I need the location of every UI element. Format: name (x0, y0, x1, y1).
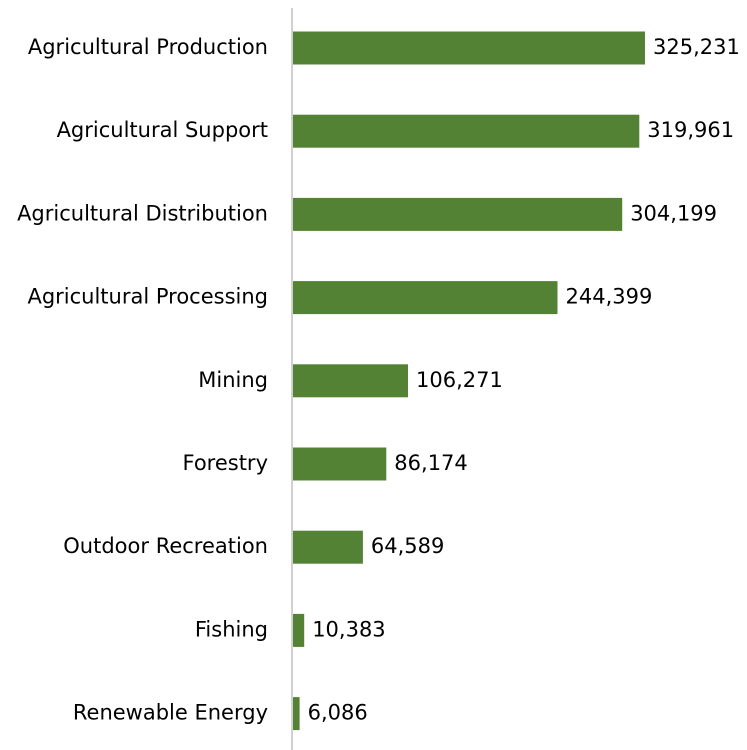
category-label-2: Agricultural Distribution (17, 201, 268, 225)
bar-1 (293, 114, 640, 148)
category-labels-group: Agricultural Production Agricultural Supp… (17, 35, 268, 725)
bar-4 (293, 364, 408, 398)
value-label-1: 319,961 (647, 118, 734, 142)
bar-0 (293, 31, 645, 65)
category-label-0: Agricultural Production (28, 35, 268, 59)
bar-8 (293, 697, 300, 731)
bar-7 (293, 613, 305, 647)
category-label-6: Outdoor Recreation (63, 534, 268, 558)
bar-3 (293, 281, 558, 315)
bars-group (293, 31, 645, 731)
value-label-0: 325,231 (653, 35, 740, 59)
category-label-5: Forestry (182, 451, 268, 475)
value-label-5: 86,174 (394, 451, 467, 475)
value-label-7: 10,383 (312, 617, 385, 641)
category-label-3: Agricultural Processing (27, 285, 268, 309)
value-label-3: 244,399 (566, 285, 653, 309)
category-label-7: Fishing (195, 617, 268, 641)
value-label-6: 64,589 (371, 534, 444, 558)
category-label-1: Agricultural Support (57, 118, 268, 142)
value-label-4: 106,271 (416, 368, 503, 392)
value-label-8: 6,086 (308, 701, 368, 725)
bar-6 (293, 530, 363, 564)
value-label-2: 304,199 (630, 201, 717, 225)
bar-2 (293, 197, 623, 231)
category-label-4: Mining (198, 368, 268, 392)
category-label-8: Renewable Energy (73, 701, 268, 725)
bar-5 (293, 447, 387, 481)
value-labels-group: 325,231 319,961 304,199 244,399 106,271 86,17… (308, 35, 740, 725)
